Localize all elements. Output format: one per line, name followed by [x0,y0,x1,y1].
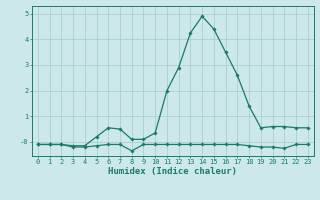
X-axis label: Humidex (Indice chaleur): Humidex (Indice chaleur) [108,167,237,176]
